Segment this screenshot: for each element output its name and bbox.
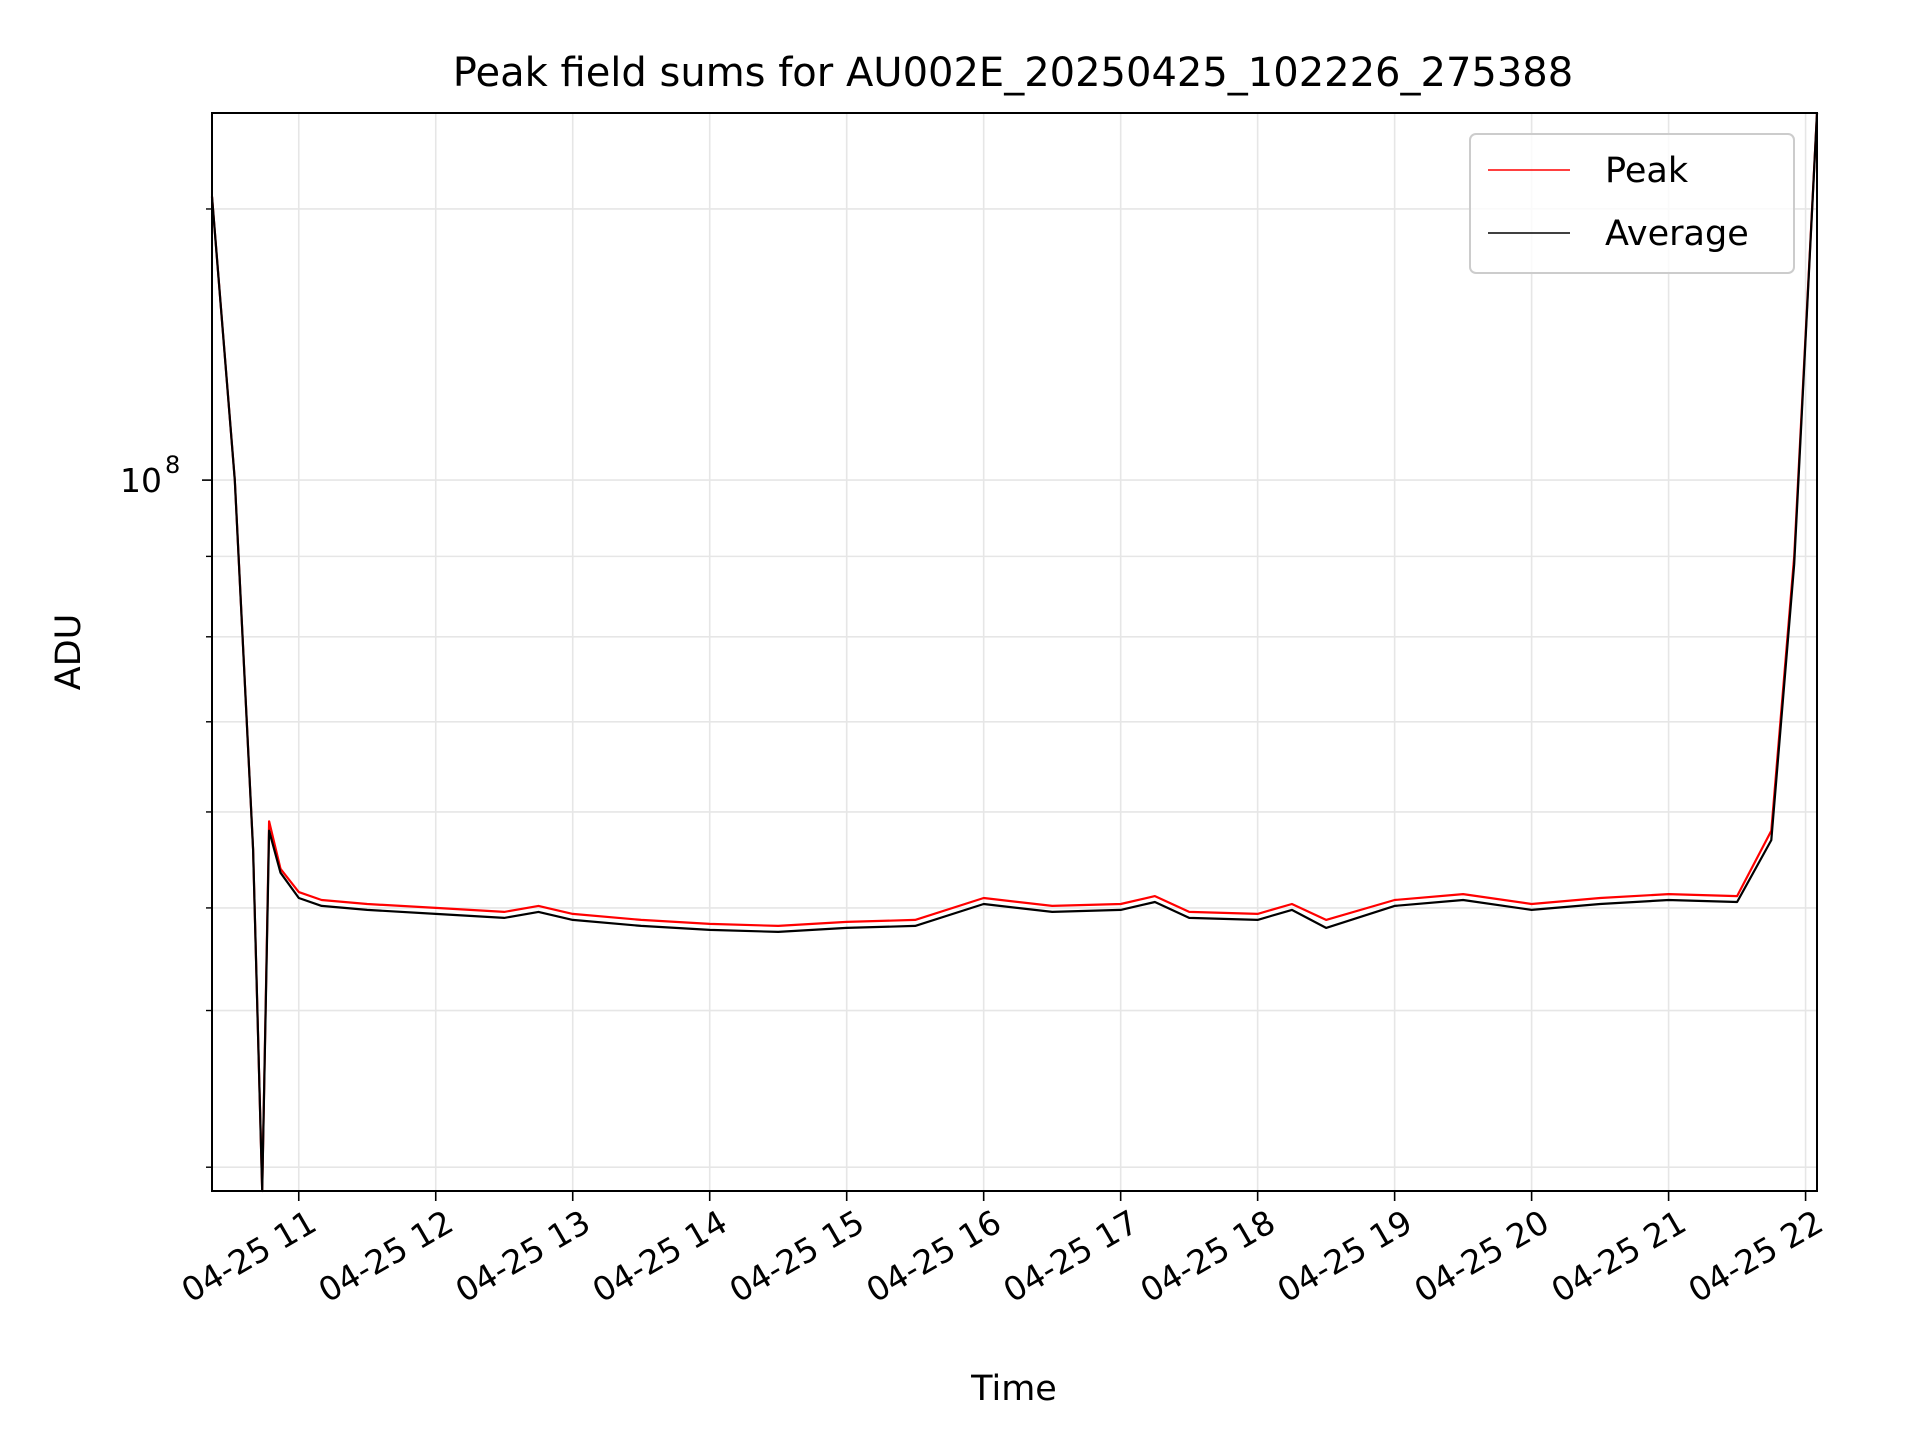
y-tick-label: 10 8: [120, 451, 180, 500]
legend-box: [1469, 133, 1795, 274]
series-line-peak: [210, 112, 1819, 1193]
series-line-average: [210, 112, 1819, 1193]
x-axis-label: Time: [970, 1369, 1057, 1409]
y-axis-ticks: 10 8: [120, 208, 212, 1168]
legend: Peak Average: [1469, 133, 1795, 274]
y-tick-exponent: 8: [165, 451, 180, 479]
y-axis-label: ADU: [49, 614, 89, 691]
chart-title: Peak field sums for AU002E_20250425_1022…: [453, 50, 1573, 96]
plot-frame: [211, 112, 1818, 1192]
series-lines: [210, 112, 1819, 1193]
legend-label-peak: Peak: [1605, 151, 1689, 191]
y-tick-base: 10: [120, 461, 162, 500]
legend-label-average: Average: [1605, 214, 1749, 254]
